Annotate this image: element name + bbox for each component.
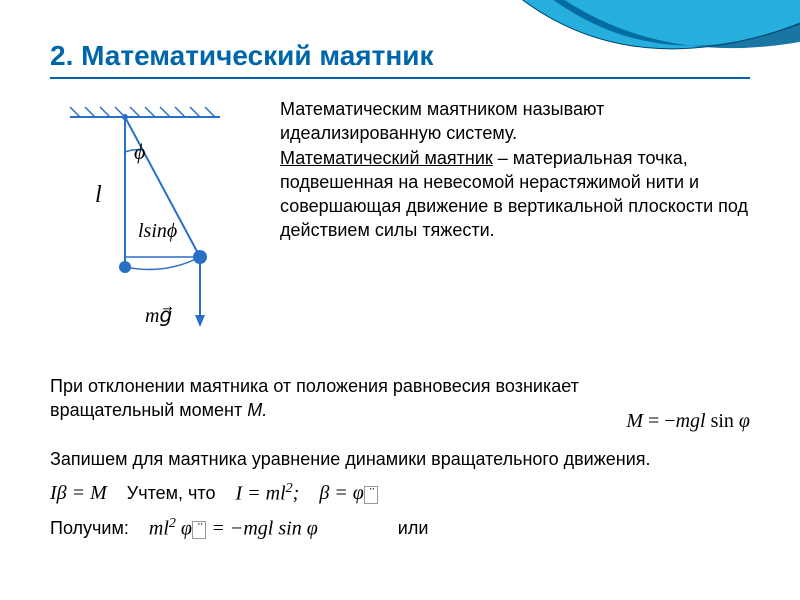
formula-I: I = ml2; xyxy=(235,481,299,506)
moment-letter: М. xyxy=(247,400,267,420)
label-lsinphi: lsinϕ xyxy=(138,220,177,242)
definition-term: Математический маятник xyxy=(280,148,493,168)
pendulum-diagram: l ϕ lsinϕ mg⃗ xyxy=(50,97,260,362)
formula-final: ml2 φ¨ = −mgl sin φ xyxy=(149,516,318,541)
or-label: или xyxy=(398,518,429,539)
label-mg: mg⃗ xyxy=(145,305,172,327)
formula-Ibeta: Iβ = M xyxy=(50,482,107,505)
definition-intro: Математическим маятником называют идеали… xyxy=(280,99,604,143)
definition-text: Математическим маятником называют идеали… xyxy=(280,97,750,362)
moment-paragraph: При отклонении маятника от положения рав… xyxy=(50,374,596,423)
consider-label: Учтем, что xyxy=(127,483,216,504)
formula-beta: β = φ¨ xyxy=(319,482,378,505)
moment-formula: M = −mgl sin φ xyxy=(626,374,750,433)
dynamics-intro: Запишем для маятника уравнение динамики … xyxy=(50,447,750,471)
label-phi: ϕ xyxy=(134,139,145,164)
moment-text-span: При отклонении маятника от положения рав… xyxy=(50,376,579,420)
slide-title: 2. Математический маятник xyxy=(50,40,750,79)
label-l: l xyxy=(95,182,102,208)
got-label: Получим: xyxy=(50,518,129,539)
